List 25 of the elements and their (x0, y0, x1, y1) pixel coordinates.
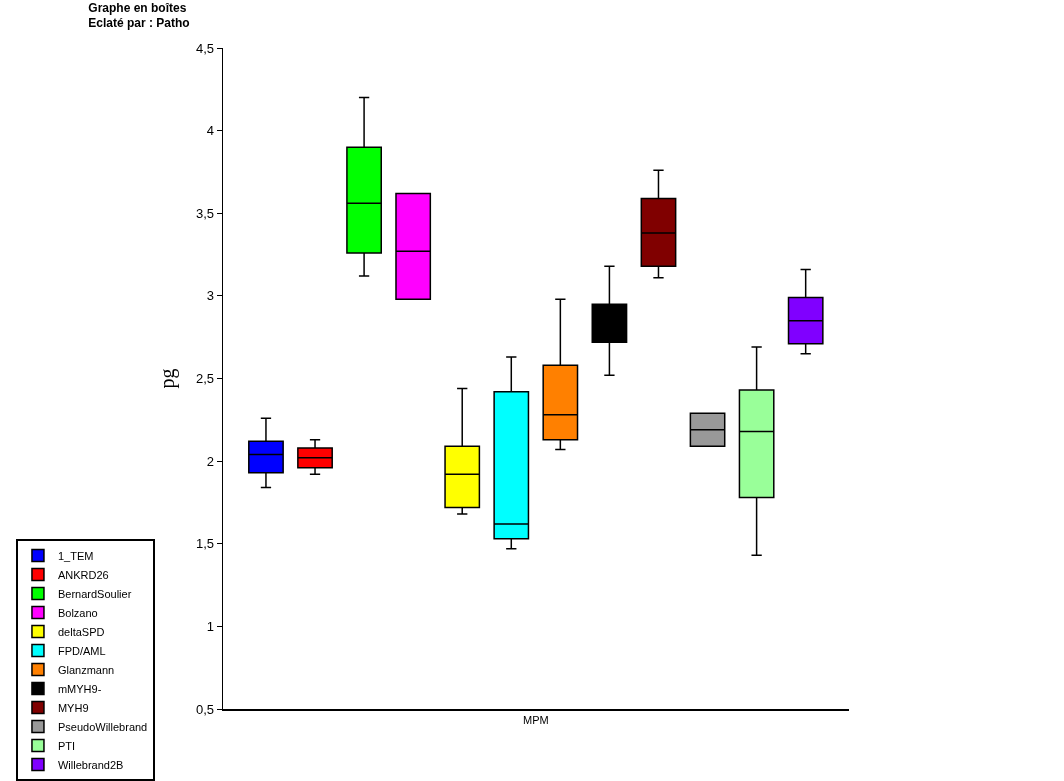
legend-label: MYH9 (57, 701, 89, 714)
y-tick-label: 4,5 (195, 40, 215, 56)
legend-label: deltaSPD (57, 625, 105, 638)
legend-label: Glanzmann (57, 663, 115, 676)
legend-label: mMYH9- (57, 682, 102, 695)
y-tick-label: 1,5 (195, 536, 215, 552)
legend-label: 1_TEM (57, 549, 94, 562)
legend-label: Willebrand2B (57, 758, 124, 771)
y-axis-title: pg (156, 368, 180, 389)
y-tick-label: 3 (206, 288, 215, 304)
legend-label: PseudoWillebrand (57, 720, 148, 733)
legend-label: FPD/AML (57, 644, 106, 657)
legend-label: PTI (57, 739, 76, 752)
legend-label: ANKRD26 (57, 568, 109, 581)
y-tick-label: 3,5 (195, 205, 215, 221)
x-tick-label: MPM (522, 714, 549, 727)
chart-subtitle: Eclaté par : Patho (88, 16, 190, 31)
legend-label: BernardSoulier (57, 587, 132, 600)
legend-label: Bolzano (57, 606, 98, 619)
y-tick-label: 1 (206, 618, 215, 634)
y-tick-label: 2 (206, 453, 215, 469)
y-tick-label: 2,5 (195, 371, 215, 387)
y-tick-label: 4 (206, 123, 215, 139)
y-tick-label: 0,5 (195, 701, 215, 717)
chart-title: Graphe en boîtes (88, 0, 187, 15)
